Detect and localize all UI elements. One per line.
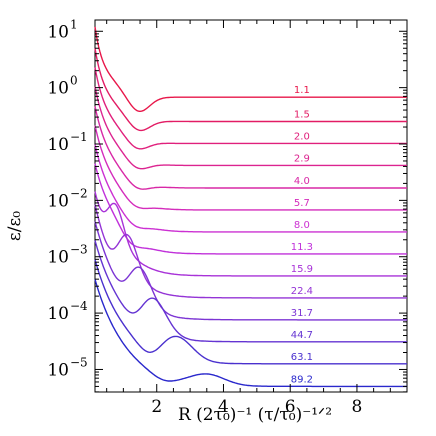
y-tick-label: 10 (47, 248, 69, 268)
series-label: 1.1 (294, 85, 310, 96)
x-tick-label: 4 (218, 397, 229, 417)
series-label: 8.0 (294, 220, 310, 231)
series-line (94, 279, 407, 388)
y-tick-exponent: −2 (70, 186, 88, 200)
y-tick-exponent: −5 (70, 355, 88, 369)
x-axis-label: R (2τ₀)⁻¹ (τ/τ₀)⁻¹ᐟ² (178, 405, 332, 425)
series-label: 89.2 (291, 374, 313, 385)
series-line (94, 144, 407, 233)
series-line (94, 259, 407, 365)
series-label: 5.7 (294, 198, 310, 209)
plot-frame (94, 19, 408, 393)
series-curves (94, 26, 407, 388)
y-tick-label: 10 (47, 191, 69, 211)
series-labels: 1.1 1.5 2.0 2.9 4.0 5.7 8.0 11.3 15.9 22.4 31.7 44.… (291, 85, 313, 385)
series-line (94, 86, 407, 170)
series-line (94, 26, 407, 112)
series-line (94, 163, 407, 255)
series-label: 22.4 (291, 286, 313, 297)
series-label: 2.9 (294, 153, 310, 164)
y-tick-label: 10 (47, 79, 69, 99)
series-label: 4.0 (294, 176, 310, 187)
series-line (94, 67, 407, 150)
series-label: 11.3 (291, 242, 313, 253)
series-label: 44.7 (291, 330, 313, 341)
y-axis-label: ε/ε₀ (5, 211, 25, 241)
series-label: 63.1 (291, 352, 313, 363)
y-tick-label: 10 (47, 22, 69, 42)
series-label: 2.0 (294, 131, 310, 142)
y-tick-exponent: −4 (70, 299, 88, 313)
y-tick-exponent: 1 (70, 17, 78, 31)
series-line (94, 106, 407, 190)
series-label: 1.5 (294, 109, 310, 120)
y-tick-label: 10 (47, 360, 69, 380)
x-tick-label: 6 (285, 397, 296, 417)
series-line (94, 48, 407, 132)
y-tick-exponent: −3 (70, 243, 88, 257)
plot-area (94, 19, 408, 393)
y-tick-exponent: 0 (70, 74, 78, 88)
series-label: 15.9 (291, 264, 313, 275)
y-tick-label: 10 (47, 304, 69, 324)
x-axis-ticks: 2 4 6 8 (106, 20, 391, 417)
x-tick-label: 2 (151, 397, 162, 417)
series-label: 31.7 (291, 308, 313, 319)
series-line (94, 240, 407, 343)
y-tick-exponent: −1 (70, 130, 88, 144)
y-tick-label: 10 (47, 135, 69, 155)
series-line (94, 191, 407, 277)
series-line (94, 204, 407, 299)
series-line (94, 221, 407, 321)
x-tick-label: 8 (352, 397, 363, 417)
series-line (94, 125, 407, 211)
